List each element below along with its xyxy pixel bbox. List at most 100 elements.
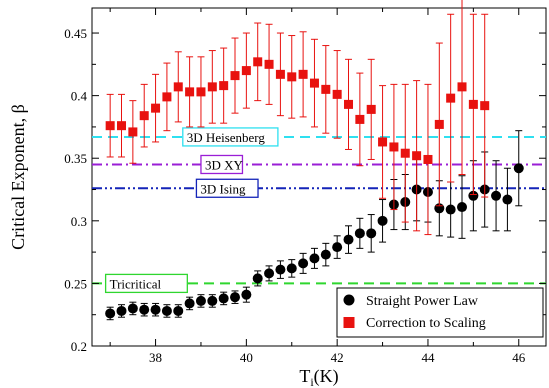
x-axis-label-subscript: i xyxy=(310,375,314,388)
data-point xyxy=(264,59,274,69)
x-axis-label: Ti(K) xyxy=(299,366,338,388)
reference-label-3d-heisenberg: 3D Heisenberg xyxy=(187,130,266,145)
data-point xyxy=(389,142,399,152)
data-point xyxy=(241,289,252,300)
data-point xyxy=(185,87,195,97)
legend-label-straight-power-law: Straight Power Law xyxy=(366,294,479,309)
data-point xyxy=(309,253,320,264)
data-point xyxy=(457,82,467,92)
data-point xyxy=(366,104,376,114)
data-point xyxy=(127,303,138,314)
data-point xyxy=(468,190,479,201)
legend-marker-correction-to-scaling xyxy=(343,317,355,328)
data-point xyxy=(116,305,127,316)
data-point xyxy=(150,304,161,315)
data-point xyxy=(230,292,241,303)
data-point xyxy=(298,69,308,79)
data-point xyxy=(128,127,138,137)
legend-box xyxy=(336,287,544,338)
data-point xyxy=(230,71,240,81)
data-point xyxy=(434,119,444,129)
reference-label-box-3d-ising xyxy=(195,178,259,198)
data-point xyxy=(173,82,183,92)
reference-label-box-3d-xy xyxy=(200,154,244,175)
data-point xyxy=(378,137,388,147)
data-point xyxy=(218,293,229,304)
data-point xyxy=(445,204,456,215)
x-tick-label: 38 xyxy=(149,350,162,365)
axis-ticks: 38 40 42 44 46 0.2 0.25 0.3 0.35 0.4 0.45 xyxy=(64,8,546,365)
reference-label-box-tricritical xyxy=(104,273,188,294)
legend-marker-straight-power-law xyxy=(343,294,355,306)
data-point xyxy=(298,258,309,269)
data-point xyxy=(377,215,388,226)
legend: Straight Power Law Correction to Scaling xyxy=(336,287,544,338)
reference-label-3d-xy: 3D XY xyxy=(205,157,244,172)
reference-label-tricritical: Tricritical xyxy=(110,276,162,291)
data-point xyxy=(219,81,229,91)
data-point xyxy=(264,268,275,279)
data-point xyxy=(320,249,331,260)
data-point xyxy=(252,273,263,284)
x-axis-label-main: T xyxy=(299,366,310,386)
data-point xyxy=(184,298,195,309)
data-point xyxy=(332,89,342,99)
data-point xyxy=(400,148,410,158)
data-point xyxy=(355,114,365,124)
data-point xyxy=(502,194,513,205)
legend-label-correction-to-scaling: Correction to Scaling xyxy=(366,316,486,331)
data-point xyxy=(332,242,343,253)
data-point xyxy=(287,72,297,82)
data-point xyxy=(423,154,433,164)
data-point xyxy=(446,93,456,103)
data-point xyxy=(196,87,206,97)
data-point xyxy=(366,228,377,239)
data-point xyxy=(275,69,285,79)
reference-label-3d-ising: 3D Ising xyxy=(200,181,246,196)
x-tick-label: 44 xyxy=(421,350,435,365)
x-tick-label: 42 xyxy=(331,350,344,365)
series-correction-to-scaling xyxy=(105,0,490,236)
data-point xyxy=(105,121,115,131)
data-point xyxy=(309,78,319,88)
y-tick-label: 0.3 xyxy=(71,214,87,229)
reference-label-box-3d-heisenberg xyxy=(182,127,279,147)
x-axis-label-unit: (K) xyxy=(314,366,339,387)
y-tick-label: 0.4 xyxy=(71,89,88,104)
y-tick-label: 0.25 xyxy=(64,276,87,291)
x-tick-label: 46 xyxy=(512,350,526,365)
data-point xyxy=(162,92,172,102)
data-point xyxy=(139,304,150,315)
data-point xyxy=(275,264,286,275)
data-point xyxy=(161,305,172,316)
data-point xyxy=(480,101,490,111)
data-point xyxy=(513,163,524,174)
data-point xyxy=(207,295,218,306)
x-tick-label: 40 xyxy=(240,350,253,365)
data-point xyxy=(343,234,354,245)
data-point xyxy=(286,263,297,274)
data-point xyxy=(105,308,116,319)
data-point xyxy=(412,151,422,161)
data-point xyxy=(491,190,502,201)
data-point xyxy=(195,295,206,306)
data-point xyxy=(139,111,149,121)
y-tick-label: 0.2 xyxy=(71,339,87,354)
data-point xyxy=(173,305,184,316)
reference-lines: 3D Heisenberg 3D XY 3D Ising Tricritical xyxy=(92,127,546,294)
y-axis-label: Critical Exponent, β xyxy=(8,104,28,250)
data-point xyxy=(457,202,468,213)
data-point xyxy=(207,82,217,92)
data-point xyxy=(468,99,478,109)
y-tick-label: 0.35 xyxy=(64,151,87,166)
data-point xyxy=(253,57,263,67)
data-point xyxy=(117,121,127,131)
data-point xyxy=(151,103,161,113)
data-point xyxy=(321,84,331,94)
data-point xyxy=(241,66,251,76)
data-point xyxy=(354,228,365,239)
y-tick-label: 0.45 xyxy=(64,26,87,41)
plot-frame xyxy=(91,7,547,347)
series-layer xyxy=(105,0,524,321)
